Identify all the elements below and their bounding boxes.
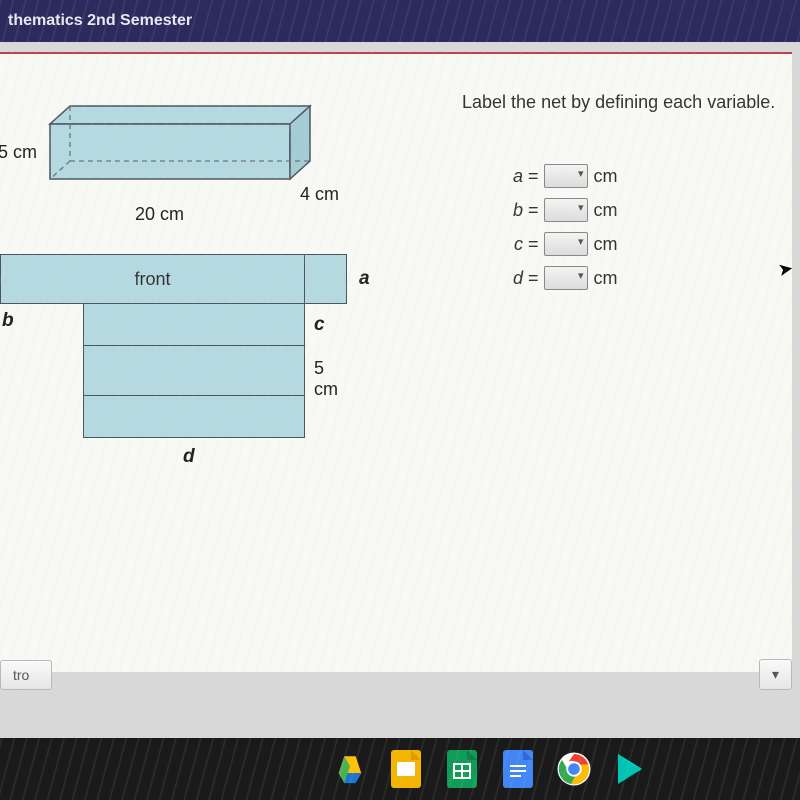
play-icon[interactable] [611, 750, 649, 788]
var-d: d [485, 268, 523, 289]
dropdown-c[interactable] [544, 232, 588, 256]
answer-row-c: c = cm [485, 232, 618, 256]
answer-row-a: a = cm [485, 164, 618, 188]
net-label-5cm: 5 cm [314, 358, 338, 400]
cursor-icon: ➤ [776, 258, 795, 281]
chrome-icon[interactable] [555, 750, 593, 788]
net-top-face [83, 396, 305, 438]
dropdown-d[interactable] [544, 266, 588, 290]
net-label-c: c [314, 314, 325, 336]
intro-button[interactable]: tro [0, 660, 52, 690]
content-area: 5 cm 4 cm 20 cm front a b c 5 cm d Label… [0, 52, 792, 672]
unit-a: cm [594, 166, 618, 187]
answer-row-d: d = cm [485, 266, 618, 290]
equals-b: = [528, 200, 539, 221]
prism-height-label: 5 cm [0, 142, 37, 163]
equals-a: = [528, 166, 539, 187]
diagram-area: 5 cm 4 cm 20 cm front a b c 5 cm d Label… [0, 84, 792, 672]
prism-width-label: 20 cm [135, 204, 184, 225]
course-title: thematics 2nd Semester [8, 12, 192, 29]
unit-d: cm [594, 268, 618, 289]
sheets-icon[interactable] [443, 750, 481, 788]
taskbar [0, 738, 800, 800]
unit-c: cm [594, 234, 618, 255]
net-front-label: front [134, 269, 170, 290]
drive-icon[interactable] [331, 750, 369, 788]
net-front-face: front [0, 254, 305, 304]
dropdown-b[interactable] [544, 198, 588, 222]
docs-icon[interactable] [499, 750, 537, 788]
dropdown-a[interactable] [544, 164, 588, 188]
answer-row-b: b = cm [485, 198, 618, 222]
equals-c: = [528, 234, 539, 255]
slides-icon[interactable] [387, 750, 425, 788]
net-label-b: b [2, 310, 14, 332]
var-b: b [485, 200, 523, 221]
net-label-a: a [359, 268, 370, 290]
prism-svg [0, 94, 340, 204]
answer-rows: a = cm b = cm c = cm d = cm [485, 164, 618, 300]
prism-figure: 5 cm 4 cm 20 cm [0, 94, 340, 204]
net-bottom-face [83, 304, 305, 346]
next-button[interactable]: ▾ [759, 659, 792, 690]
var-a: a [485, 166, 523, 187]
net-label-d: d [183, 446, 195, 468]
var-c: c [485, 234, 523, 255]
equals-d: = [528, 268, 539, 289]
question-prompt: Label the net by defining each variable. [462, 92, 775, 113]
unit-b: cm [594, 200, 618, 221]
net-back-face [83, 346, 305, 396]
header-bar: thematics 2nd Semester [0, 0, 800, 42]
net-right-face [305, 254, 347, 304]
prism-depth-label: 4 cm [300, 184, 339, 205]
